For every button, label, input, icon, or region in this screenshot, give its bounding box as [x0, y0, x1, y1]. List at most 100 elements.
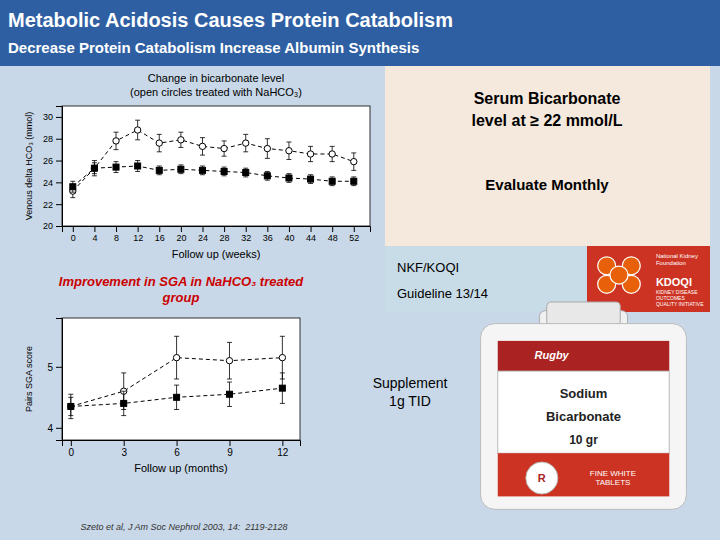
tick-mark [56, 428, 62, 429]
error-bar-cap [243, 151, 248, 152]
tick-mark [73, 226, 74, 232]
error-bar-cap [280, 403, 285, 404]
error-bar-cap [135, 160, 140, 161]
text-line: Szeto et al, J Am Soc Nephrol 2003, 14: … [80, 522, 287, 532]
x-tick: 16 [155, 226, 165, 243]
error-bar [330, 146, 335, 161]
title-bar [0, 0, 720, 66]
x-axis: 036912 [63, 440, 301, 458]
y-axis: 20 22 24 26 28 30 [43, 107, 63, 232]
annotation: Guideline 13/14 [397, 286, 488, 301]
error-bar-cap [243, 168, 248, 169]
error-bar [174, 385, 179, 409]
text-line: Foundation [656, 260, 686, 266]
tick-label: 6 [174, 447, 180, 458]
tick-label: 0 [69, 447, 75, 458]
x-tick: 44 [306, 226, 316, 243]
citation: Szeto et al, J Am Soc Nephrol 2003, 14: … [80, 522, 287, 532]
infographic: Metabolic Acidosis Causes Protein Catabo… [0, 0, 720, 540]
error-bar [351, 177, 356, 186]
tick-label: 26 [43, 156, 53, 166]
error-bar-cap [222, 140, 227, 141]
annotation: Serum Bicarbonatelevel at ≥ 22 mmol/L [471, 90, 622, 129]
error-bar-cap [114, 149, 119, 150]
error-bar-cap [68, 394, 73, 395]
data-point [178, 166, 184, 172]
error-bar-cap [265, 180, 270, 181]
text-line: (open circles treated with NaHCO₃) [130, 86, 302, 98]
error-bar-cap [178, 132, 183, 133]
text-line: Follow up (weeks) [172, 248, 261, 260]
text-line: NKF/KOQI [397, 260, 459, 275]
data-point [308, 176, 314, 182]
tick-mark [181, 226, 182, 232]
error-bar [135, 161, 140, 172]
text-line: 1g TID [389, 393, 431, 409]
error-bar-cap [200, 166, 205, 167]
data-point [221, 145, 227, 151]
error-bar-cap [330, 176, 335, 177]
error-bar-cap [351, 170, 356, 171]
y-axis-line [56, 107, 63, 227]
error-bar-cap [68, 415, 73, 416]
tick-label: 28 [220, 233, 230, 243]
data-point [113, 138, 119, 144]
tick-mark [116, 226, 117, 232]
data-point [264, 145, 270, 151]
error-bar-cap [351, 176, 356, 177]
error-bar-cap [114, 161, 119, 162]
tick-label: 20 [43, 221, 53, 231]
x-tick: 0 [71, 226, 76, 243]
error-bar-cap [135, 171, 140, 172]
error-bar-cap [227, 406, 232, 407]
error-bar [114, 162, 119, 173]
annotation: KIDNEY DISEASEOUTCOMESQUALITY INITIATIVE [656, 289, 704, 307]
error-bar-cap [286, 173, 291, 174]
x-tick: 40 [284, 226, 294, 243]
text-line: level at ≥ 22 mmol/L [471, 112, 622, 129]
y-tick: 22 [43, 200, 62, 210]
error-bar [68, 394, 73, 418]
error-bar-cap [222, 156, 227, 157]
text-line: Metabolic Acidosis Causes Protein Catabo… [8, 9, 453, 31]
tick-mark [354, 226, 355, 232]
label-band [498, 341, 670, 371]
tick-label: 28 [43, 134, 53, 144]
annotation: FINE WHITETABLETS [590, 469, 636, 487]
data-point [351, 178, 357, 184]
x-tick: 32 [241, 226, 251, 243]
tick-mark [56, 226, 62, 227]
plot-area [62, 106, 370, 226]
data-point [91, 165, 97, 171]
text-line: KDOQI [656, 276, 692, 288]
error-bar [178, 132, 183, 147]
annotation: Evaluate Monthly [485, 176, 609, 193]
info-panel [385, 66, 710, 246]
data-point [156, 167, 162, 173]
error-bar-cap [200, 174, 205, 175]
y-tick: 30 [43, 112, 62, 122]
error-bar-cap [243, 176, 248, 177]
tick-label: 4 [92, 233, 97, 243]
x-tick: 36 [263, 226, 273, 243]
y-tick: 24 [43, 178, 62, 188]
bottle-body [481, 324, 687, 510]
error-bar-cap [330, 146, 335, 147]
error-bar-cap [200, 155, 205, 156]
error-bar [157, 166, 162, 175]
error-bar [135, 120, 140, 140]
error-bar-cap [68, 397, 73, 398]
error-bar [92, 163, 97, 174]
tick-label: 24 [198, 233, 208, 243]
error-bar [227, 382, 232, 406]
data-point [243, 140, 249, 146]
error-bar-cap [222, 175, 227, 176]
tick-label: 0 [71, 233, 76, 243]
text-line: Improvement in SGA in NaHCO₃ treated [59, 274, 304, 289]
data-point [286, 148, 292, 154]
data-point [135, 163, 141, 169]
data-point [226, 391, 232, 397]
tick-label: 3 [121, 447, 127, 458]
error-bar-cap [227, 382, 232, 383]
tick-label: 20 [176, 233, 186, 243]
